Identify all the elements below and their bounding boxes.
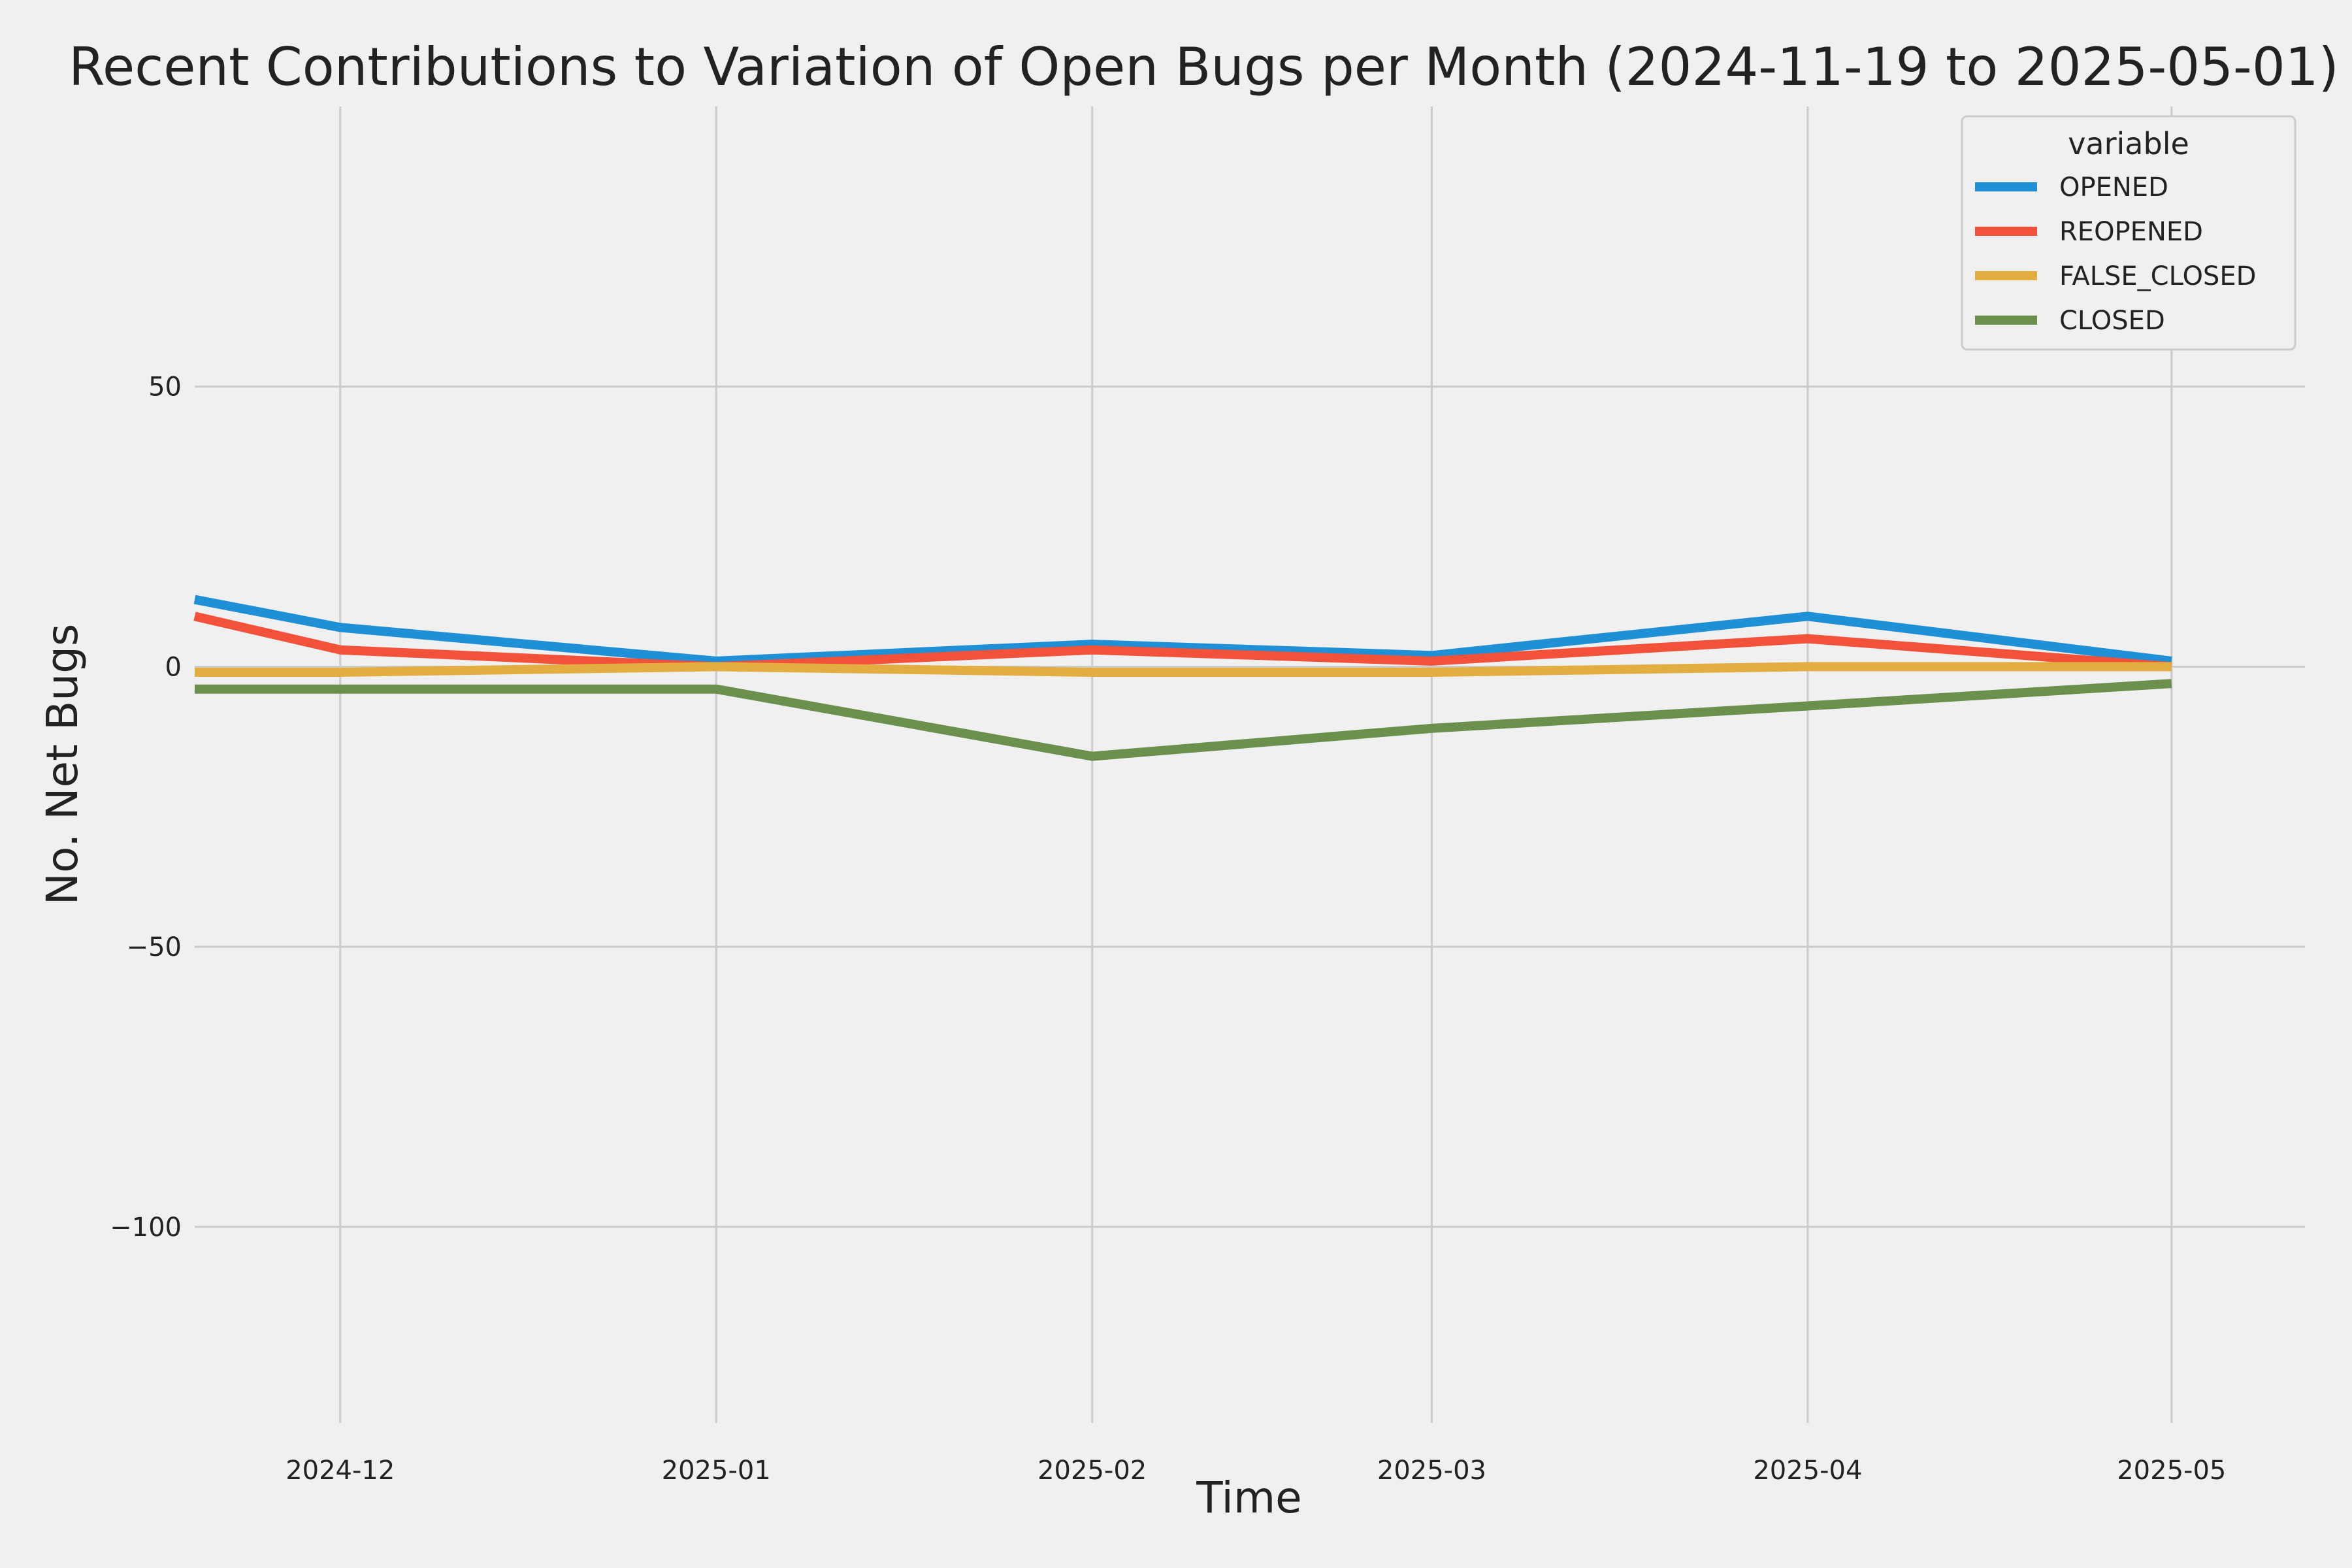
x-tick-label: 2025-04 [1753,1456,1862,1486]
y-tick-label: 50 [148,372,182,402]
legend-items: OPENED REOPENED FALSE_CLOSED CLOSED [1975,172,2256,336]
x-axis-label: Time [1196,1473,1302,1523]
y-tick-label: 0 [165,652,182,682]
grid [195,106,2305,1423]
series-line-closed [195,679,2172,761]
series-line-reopened [193,612,2172,672]
series-lines [193,595,2172,761]
y-tick-label: −100 [110,1213,182,1243]
x-tick-label: 2025-05 [2117,1456,2226,1486]
legend-label: FALSE_CLOSED [2059,261,2256,291]
series-line-false-closed [195,662,2172,677]
y-axis-label: No. Net Bugs [37,624,88,906]
x-tick-label: 2025-02 [1037,1456,1147,1486]
x-tick-label: 2024-12 [286,1456,395,1486]
series-line-opened [193,595,2172,666]
legend-label: REOPENED [2059,217,2203,247]
chart-title: Recent Contributions to Variation of Ope… [69,37,2339,97]
legend: variable OPENED REOPENED FALSE_CLOSED CLOSE… [1961,115,2296,351]
legend-label: OPENED [2059,172,2168,203]
x-tick-label: 2025-01 [662,1456,771,1486]
x-tick-label: 2025-03 [1377,1456,1486,1486]
axis-ticks: 50 0 −50 −100 2024-12 2025-01 2025-02 2025-03 20… [110,372,2226,1486]
y-tick-label: −50 [127,932,182,962]
legend-title: variable [2068,126,2189,161]
legend-frame [1961,115,2296,351]
legend-label: CLOSED [2059,306,2165,336]
